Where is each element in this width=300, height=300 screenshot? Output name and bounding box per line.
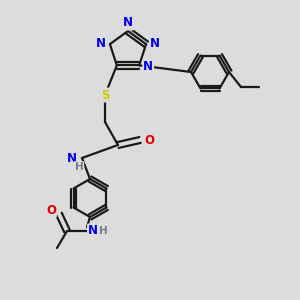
Text: N: N <box>150 37 160 50</box>
Text: N: N <box>123 16 133 29</box>
Text: N: N <box>96 37 106 50</box>
Text: H: H <box>75 162 83 172</box>
Text: O: O <box>144 134 154 146</box>
Text: N: N <box>88 224 98 238</box>
Text: O: O <box>46 203 56 217</box>
Text: H: H <box>99 226 107 236</box>
Text: N: N <box>143 60 153 73</box>
Text: N: N <box>67 152 77 164</box>
Text: S: S <box>101 88 109 101</box>
